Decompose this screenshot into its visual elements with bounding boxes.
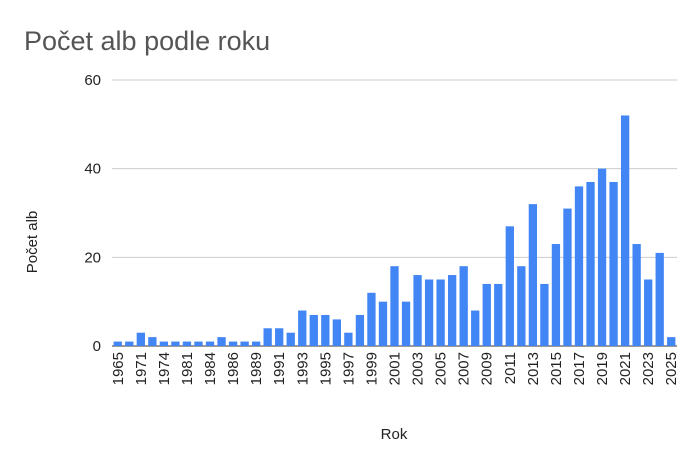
- x-tick-label: 1974: [156, 352, 173, 385]
- chart-title: Počet alb podle roku: [24, 26, 270, 56]
- bar: [505, 226, 514, 346]
- x-tick-label: 2009: [479, 352, 496, 385]
- x-tick-label: 1993: [294, 352, 311, 385]
- bar: [298, 310, 307, 346]
- bar: [517, 266, 526, 346]
- bar: [182, 341, 192, 346]
- x-tick-label: 1971: [133, 352, 150, 385]
- bar: [494, 283, 503, 346]
- y-tick-label: 60: [84, 72, 101, 89]
- y-tick-label: 40: [84, 161, 101, 178]
- x-tick-label: 1986: [225, 352, 242, 385]
- x-tick-label: 2025: [663, 352, 680, 385]
- bar: [378, 301, 388, 346]
- bar: [540, 283, 549, 346]
- bar: [251, 341, 261, 346]
- y-axis-title: Počet alb: [24, 211, 41, 274]
- bar: [620, 115, 630, 346]
- bar: [171, 341, 180, 346]
- x-tick-label: 1965: [110, 352, 127, 385]
- bar: [217, 337, 226, 346]
- bar: [159, 341, 169, 346]
- x-tick-label: 2003: [410, 352, 427, 385]
- bar: [125, 341, 134, 346]
- x-tick-label: 1984: [202, 352, 219, 385]
- bar: [609, 181, 618, 346]
- bar: [240, 341, 249, 346]
- bar: [632, 244, 641, 346]
- bar: [436, 279, 445, 346]
- x-tick-label: 1989: [248, 352, 265, 385]
- bar: [148, 337, 157, 346]
- bar: [528, 204, 538, 346]
- x-tick-label: 2001: [387, 352, 404, 385]
- bar: [205, 341, 215, 346]
- bar: [113, 341, 122, 346]
- bar: [355, 314, 365, 346]
- bar: [667, 337, 676, 346]
- x-tick-label: 2015: [548, 352, 565, 385]
- bar: [482, 283, 491, 346]
- x-tick-label: 2019: [594, 352, 611, 385]
- bar: [551, 244, 561, 346]
- bar: [332, 319, 341, 346]
- bar: [401, 301, 411, 346]
- bar: [344, 332, 353, 346]
- bar: [286, 332, 295, 346]
- x-tick-label: 1999: [363, 352, 380, 385]
- bar: [597, 168, 607, 346]
- x-tick-label: 1981: [179, 352, 196, 385]
- bar: [263, 328, 272, 346]
- bar: [275, 328, 284, 346]
- bar: [644, 279, 653, 346]
- x-tick-label: 1997: [340, 352, 357, 385]
- bar: [574, 186, 584, 346]
- y-tick-label: 20: [84, 249, 101, 266]
- x-tick-label: 2013: [525, 352, 542, 385]
- x-tick-label: 1995: [317, 352, 334, 385]
- bar: [367, 292, 376, 346]
- bar: [228, 341, 238, 346]
- bar: [136, 332, 145, 346]
- bar: [459, 266, 468, 346]
- bar: [586, 181, 595, 346]
- bar: [655, 252, 664, 346]
- x-tick-label: 2023: [640, 352, 657, 385]
- x-tick-label: 2017: [571, 352, 588, 385]
- x-tick-label: 1991: [271, 352, 288, 385]
- bar: [424, 279, 434, 346]
- bar: [390, 266, 399, 346]
- bar: [194, 341, 203, 346]
- bar: [413, 275, 422, 346]
- bar: [471, 310, 480, 346]
- bar: [309, 314, 318, 346]
- bar: [321, 314, 330, 346]
- x-tick-label: 2005: [433, 352, 450, 385]
- x-tick-label: 2021: [617, 352, 634, 385]
- bar: [448, 275, 457, 346]
- x-tick-label: 2011: [502, 352, 519, 384]
- bar: [563, 208, 572, 346]
- x-tick-label: 2007: [456, 352, 473, 385]
- y-tick-label: 0: [93, 338, 101, 355]
- x-axis-title: Rok: [381, 426, 408, 443]
